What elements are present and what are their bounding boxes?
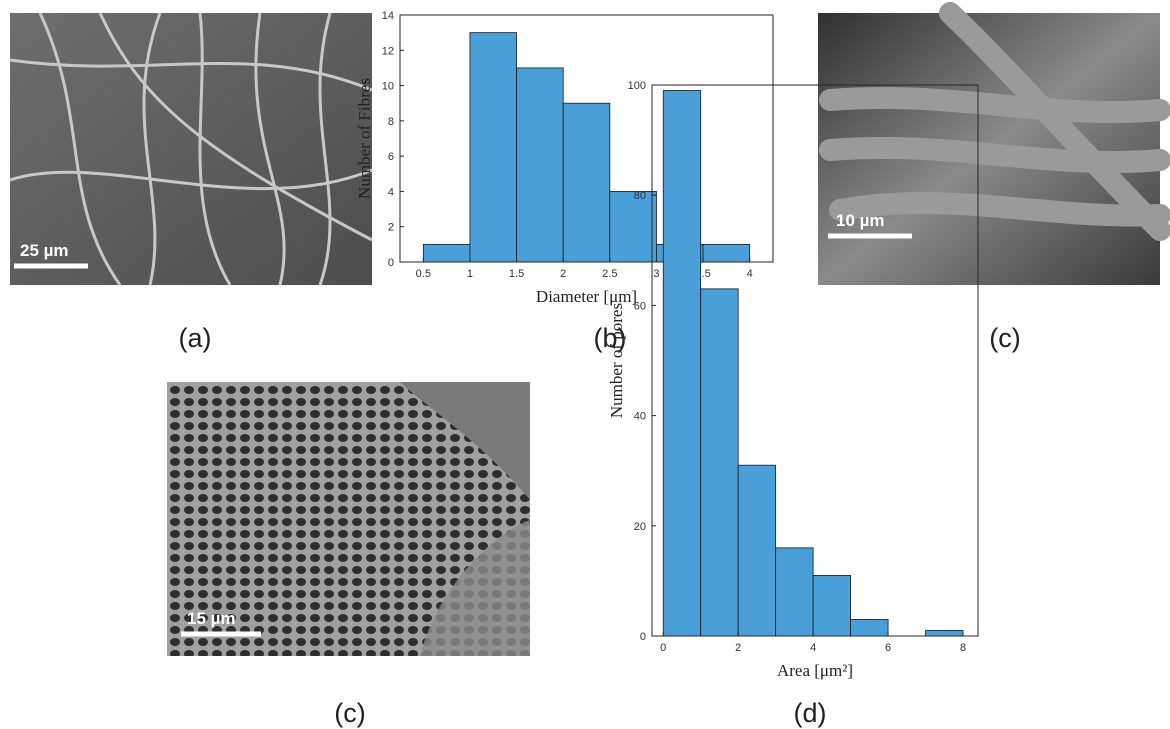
bar: [563, 103, 610, 262]
x-tick-label: 0.5: [416, 268, 431, 280]
y-axis-label: Number of pores: [607, 303, 626, 418]
y-tick-label: 6: [388, 151, 394, 163]
y-tick-label: 10: [382, 81, 394, 93]
y-tick-label: 100: [628, 80, 646, 92]
scale-bar-label: 10 µm: [836, 211, 885, 230]
y-tick-label: 0: [640, 631, 646, 643]
bar: [470, 33, 517, 262]
sem-image-c2: 15 µm: [167, 382, 530, 656]
scale-bar-label: 15 µm: [187, 609, 236, 628]
x-axis-label: Area [μm²]: [777, 661, 853, 680]
bar: [776, 548, 813, 636]
y-tick-label: 0: [388, 257, 394, 269]
y-tick-label: 4: [388, 186, 394, 198]
bar: [813, 575, 850, 636]
bar: [423, 244, 470, 262]
sem-image-a: 25 µm: [10, 13, 372, 285]
x-tick-label: 2: [560, 268, 566, 280]
x-tick-label: 4: [810, 642, 816, 654]
y-tick-label: 80: [634, 190, 646, 202]
y-tick-label: 8: [388, 116, 394, 128]
bar: [517, 68, 564, 262]
panel-label: (a): [179, 323, 212, 353]
y-tick-label: 2: [388, 222, 394, 234]
panel-label: (c): [334, 698, 365, 728]
bar: [663, 91, 700, 636]
x-tick-label: 3: [653, 268, 659, 280]
panel-label: (d): [794, 698, 827, 728]
scale-bar-label: 25 µm: [20, 241, 69, 260]
x-tick-label: 0: [660, 642, 666, 654]
y-axis-label: Number of Fibres: [355, 78, 374, 199]
x-tick-label: 1.5: [509, 268, 524, 280]
bar: [738, 465, 775, 636]
bar: [703, 244, 750, 262]
x-tick-label: 6: [885, 642, 891, 654]
x-tick-label: 8: [960, 642, 966, 654]
figure: 25 µm 10 µm 15 µm (a) (b) (c) (c) (d) 0.…: [0, 0, 1170, 729]
x-tick-label: 2.5: [602, 268, 617, 280]
bar: [926, 630, 963, 636]
bar: [851, 619, 888, 636]
y-tick-label: 14: [382, 10, 394, 22]
y-tick-label: 60: [634, 300, 646, 312]
x-tick-label: 1: [467, 268, 473, 280]
y-tick-label: 20: [634, 521, 646, 533]
y-tick-label: 12: [382, 45, 394, 57]
panel-label: (c): [989, 323, 1020, 353]
x-tick-label: 4: [747, 268, 753, 280]
sem-image-c1: 10 µm: [818, 13, 1160, 285]
bar: [701, 289, 738, 636]
x-tick-label: 2: [735, 642, 741, 654]
y-tick-label: 40: [634, 411, 646, 423]
